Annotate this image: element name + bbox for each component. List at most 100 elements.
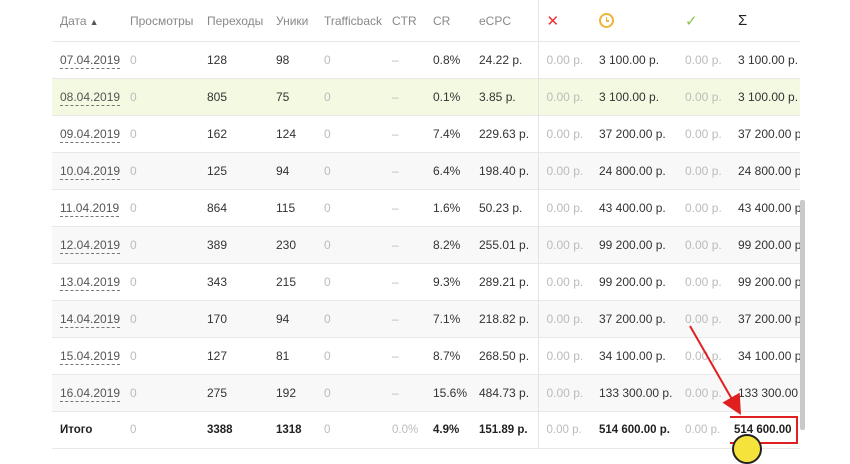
cell-sum: 37 200.00 р. — [730, 300, 800, 338]
stats-table-container: Дата ▲ Просмотры Переходы Уники Trafficba… — [52, 0, 800, 450]
table-row: 12.04.2019 0 389 230 0–8.2% 255.01 р. 0.00 р. 9… — [52, 226, 800, 264]
col-header-date[interactable]: Дата ▲ — [52, 0, 122, 42]
col-header-pending[interactable] — [591, 0, 677, 42]
cell-ecpc: 24.22 р. — [471, 41, 538, 79]
col-header-sum[interactable]: Σ — [730, 0, 800, 42]
date-link[interactable]: 08.04.2019 — [60, 90, 121, 106]
cell-sum: 37 200.00 р. — [730, 115, 800, 153]
table-row: 14.04.2019 0 170 94 0–7.1% 218.82 р. 0.00 р. 37… — [52, 300, 800, 338]
check-icon: ✓ — [685, 12, 698, 30]
date-link[interactable]: 11.04.2019 — [60, 201, 120, 217]
cell-uniques: 98 — [268, 41, 316, 79]
table-row: 09.04.2019 0 162 124 0–7.4% 229.63 р. 0.00 р. 3… — [52, 115, 800, 153]
cell-ecpc: 198.40 р. — [471, 152, 538, 190]
cell-date: 11.04.2019 — [52, 189, 122, 227]
cell-uniques: 124 — [268, 115, 316, 153]
col-header-uniques[interactable]: Уники — [268, 0, 316, 42]
cell-cr: 1.6% — [425, 189, 471, 227]
cell-ctr: – — [384, 152, 425, 190]
cell-approved: 0.00 р. — [677, 263, 730, 301]
cell-trafficback: 0 — [316, 41, 384, 79]
cell-cr: 7.4% — [425, 115, 471, 153]
cell-pending: 133 300.00 р. — [591, 374, 677, 412]
col-header-date-label: Дата — [60, 13, 87, 28]
table-row: 10.04.2019 0 125 94 0–6.4% 198.40 р. 0.00 р. 24… — [52, 152, 800, 190]
cell-ecpc: 255.01 р. — [471, 226, 538, 264]
cell-views: 0 — [122, 78, 199, 116]
totals-cr: 4.9% — [425, 411, 471, 449]
date-link[interactable]: 12.04.2019 — [60, 238, 121, 254]
cell-approved: 0.00 р. — [677, 115, 730, 153]
cell-cr: 7.1% — [425, 300, 471, 338]
sort-asc-icon: ▲ — [89, 16, 99, 27]
date-link[interactable]: 14.04.2019 — [60, 312, 121, 328]
totals-ecpc: 151.89 р. — [471, 411, 538, 449]
cell-pending: 24 800.00 р. — [591, 152, 677, 190]
col-header-rejected[interactable]: ✕ — [537, 0, 591, 42]
cell-ecpc: 229.63 р. — [471, 115, 538, 153]
cell-date: 14.04.2019 — [52, 300, 122, 338]
totals-uniques: 1318 — [268, 411, 316, 449]
cell-cr: 0.1% — [425, 78, 471, 116]
date-link[interactable]: 07.04.2019 — [60, 53, 121, 69]
cell-uniques: 192 — [268, 374, 316, 412]
cell-uniques: 75 — [268, 78, 316, 116]
totals-trafficback: 0 — [316, 411, 384, 449]
stats-table: Дата ▲ Просмотры Переходы Уники Trafficba… — [52, 0, 800, 449]
date-link[interactable]: 16.04.2019 — [60, 386, 121, 402]
cell-sum: 43 400.00 р. — [730, 189, 800, 227]
col-header-approved[interactable]: ✓ — [677, 0, 730, 42]
totals-views: 0 — [122, 411, 199, 449]
cell-views: 0 — [122, 337, 199, 375]
date-link[interactable]: 15.04.2019 — [60, 349, 121, 365]
cell-views: 0 — [122, 374, 199, 412]
cell-uniques: 94 — [268, 152, 316, 190]
cell-date: 10.04.2019 — [52, 152, 122, 190]
cell-date: 07.04.2019 — [52, 41, 122, 79]
cell-approved: 0.00 р. — [677, 226, 730, 264]
col-header-cr[interactable]: CR — [425, 0, 471, 42]
col-header-ctr[interactable]: CTR — [384, 0, 425, 42]
cell-pending: 37 200.00 р. — [591, 115, 677, 153]
table-header-row: Дата ▲ Просмотры Переходы Уники Trafficba… — [52, 0, 800, 42]
totals-ctr: 0.0% — [384, 411, 425, 449]
x-icon: ✕ — [546, 12, 560, 30]
cell-cr: 8.7% — [425, 337, 471, 375]
cursor-highlight-icon — [732, 434, 762, 464]
totals-label: Итого — [52, 411, 122, 449]
cell-rejected: 0.00 р. — [537, 189, 591, 227]
cell-approved: 0.00 р. — [677, 189, 730, 227]
cell-approved: 0.00 р. — [677, 78, 730, 116]
cell-clicks: 170 — [199, 300, 268, 338]
vertical-scrollbar[interactable] — [800, 200, 805, 430]
date-link[interactable]: 13.04.2019 — [60, 275, 121, 291]
col-header-clicks[interactable]: Переходы — [199, 0, 268, 42]
cell-ecpc: 484.73 р. — [471, 374, 538, 412]
cell-ctr: – — [384, 226, 425, 264]
cell-sum: 3 100.00 р. — [730, 41, 800, 79]
table-row: 07.04.2019 0 128 98 0–0.8% 24.22 р. 0.00 р. 3 1… — [52, 41, 800, 79]
col-header-trafficback[interactable]: Trafficback — [316, 0, 384, 42]
totals-rejected: 0.00 р. — [537, 411, 591, 449]
cell-clicks: 805 — [199, 78, 268, 116]
table-row: 16.04.2019 0 275 192 0–15.6% 484.73 р. 0.00 р.… — [52, 374, 800, 412]
cell-rejected: 0.00 р. — [537, 337, 591, 375]
cell-rejected: 0.00 р. — [537, 263, 591, 301]
date-link[interactable]: 10.04.2019 — [60, 164, 121, 180]
cell-rejected: 0.00 р. — [537, 226, 591, 264]
col-header-views[interactable]: Просмотры — [122, 0, 199, 42]
sum-icon: Σ — [738, 12, 748, 29]
col-header-ecpc[interactable]: eCPC — [471, 0, 538, 42]
cell-clicks: 127 — [199, 337, 268, 375]
cell-trafficback: 0 — [316, 337, 384, 375]
cell-clicks: 343 — [199, 263, 268, 301]
totals-sum: 514 600.00 — [730, 416, 798, 444]
cell-trafficback: 0 — [316, 374, 384, 412]
cell-uniques: 81 — [268, 337, 316, 375]
cell-trafficback: 0 — [316, 263, 384, 301]
cell-ctr: – — [384, 41, 425, 79]
cell-ctr: – — [384, 263, 425, 301]
cell-rejected: 0.00 р. — [537, 152, 591, 190]
date-link[interactable]: 09.04.2019 — [60, 127, 121, 143]
cell-cr: 9.3% — [425, 263, 471, 301]
